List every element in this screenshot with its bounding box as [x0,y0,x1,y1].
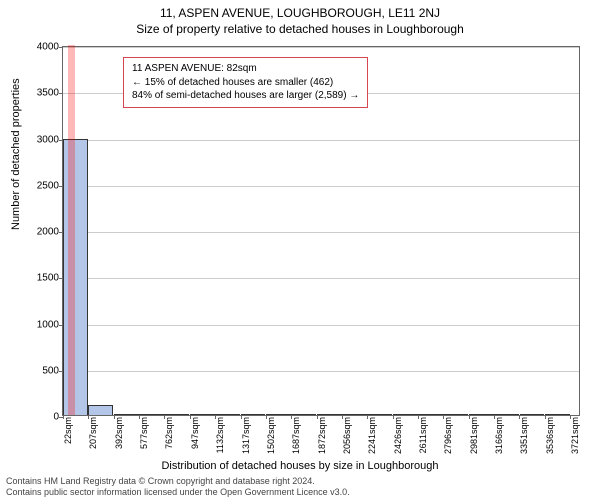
histogram-bar [443,414,468,415]
footer-line-2: Contains public sector information licen… [6,487,350,498]
gridline [63,232,579,233]
histogram-bar [291,414,316,415]
histogram-bar [215,414,240,415]
xtick-label: 762sqm [164,415,174,449]
histogram-bar [114,414,139,415]
footer-attribution: Contains HM Land Registry data © Crown c… [6,476,350,499]
chart-plot-area: 0500100015002000250030003500400022sqm207… [62,46,580,416]
xtick-label: 1502sqm [266,415,276,454]
xtick-label: 2611sqm [418,415,428,453]
xtick-label: 947sqm [190,415,200,449]
ytick-label: 1500 [37,273,63,284]
xtick-label: 2426sqm [393,415,403,454]
histogram-bar [266,414,291,415]
histogram-bar [164,414,189,415]
xtick-label: 1132sqm [215,415,225,453]
histogram-bar [139,414,164,415]
xtick-label: 3536sqm [545,415,555,454]
xtick-label: 3166sqm [494,415,504,454]
histogram-bar [393,414,418,415]
ytick-label: 2500 [37,180,63,191]
histogram-bar [545,414,570,415]
gridline [63,371,579,372]
gridline [63,140,579,141]
gridline [63,278,579,279]
ytick-label: 1000 [37,319,63,330]
gridline [63,186,579,187]
annotation-box: 11 ASPEN AVENUE: 82sqm← 15% of detached … [123,57,368,108]
xtick-label: 2056sqm [342,415,352,454]
ytick-label: 0 [53,412,63,423]
footer-line-1: Contains HM Land Registry data © Crown c… [6,476,350,487]
x-axis-label: Distribution of detached houses by size … [0,460,600,472]
histogram-bar [418,414,443,415]
annotation-line-1: 11 ASPEN AVENUE: 82sqm [132,62,359,76]
histogram-bar [190,414,215,415]
xtick-label: 3351sqm [519,415,529,454]
xtick-label: 1317sqm [241,415,251,454]
xtick-label: 207sqm [88,415,98,449]
page-subtitle: Size of property relative to detached ho… [0,20,600,36]
histogram-bar [63,139,88,415]
ytick-label: 500 [42,365,63,376]
histogram-bar [469,414,494,415]
xtick-label: 2796sqm [443,415,453,454]
y-axis-label: Number of detached properties [10,78,22,230]
xtick-label: 3721sqm [570,415,580,454]
annotation-line-2: ← 15% of detached houses are smaller (46… [132,76,359,90]
annotation-line-3: 84% of semi-detached houses are larger (… [132,89,359,103]
xtick-label: 1872sqm [317,415,327,454]
ytick-label: 3500 [37,88,63,99]
xtick-label: 22sqm [63,415,73,444]
xtick-label: 392sqm [114,415,124,449]
histogram-bar [317,414,342,415]
page-title: 11, ASPEN AVENUE, LOUGHBOROUGH, LE11 2NJ [0,0,600,20]
histogram-bar [494,414,519,415]
xtick-label: 1687sqm [291,415,301,454]
gridline [63,325,579,326]
histogram-bar [241,414,266,415]
histogram-bar [88,405,113,415]
gridline [63,47,579,48]
xtick-label: 2981sqm [469,415,479,454]
subject-property-highlight [68,45,75,415]
histogram-bar [342,414,367,415]
ytick-label: 3000 [37,134,63,145]
xtick-label: 577sqm [139,415,149,449]
ytick-label: 4000 [37,42,63,53]
xtick-label: 2241sqm [367,415,377,454]
histogram-bar [520,414,545,415]
histogram-bar [367,414,392,415]
ytick-label: 2000 [37,227,63,238]
